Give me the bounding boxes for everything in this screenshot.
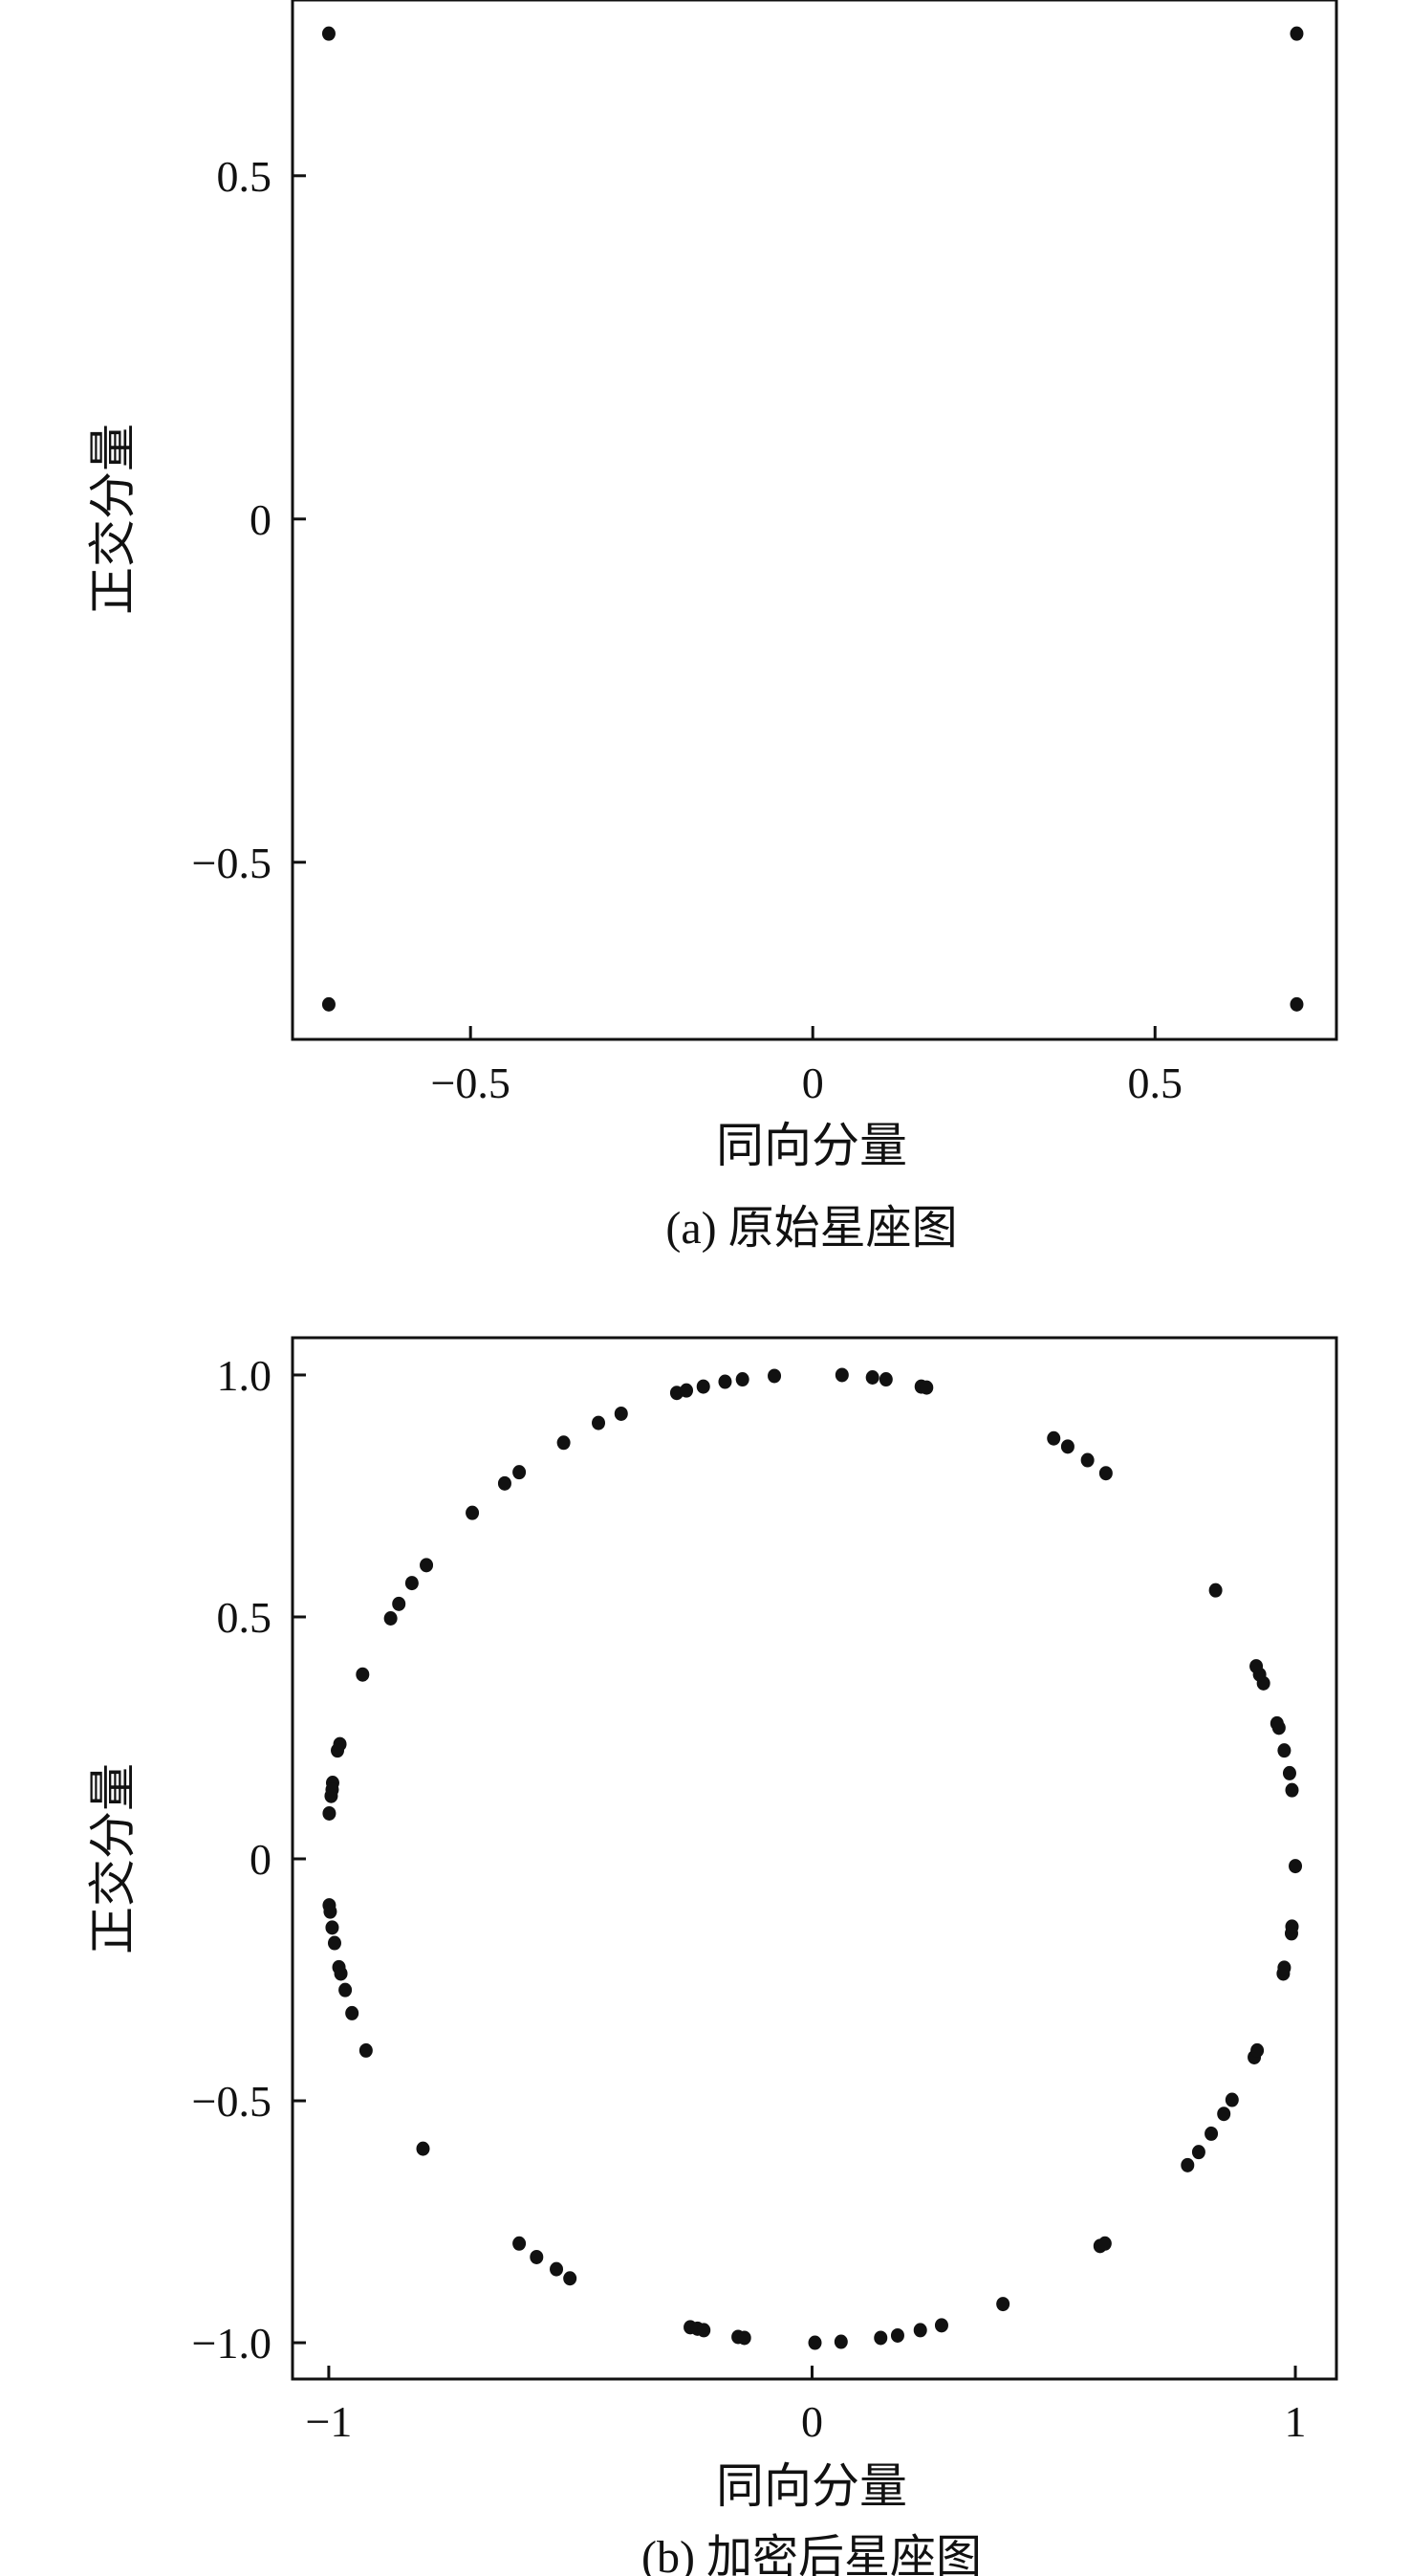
data-point	[834, 2334, 848, 2349]
x-axis-label: 同向分量	[716, 1119, 907, 1172]
data-point	[356, 1667, 370, 1682]
data-point	[697, 2323, 711, 2338]
x-axis-label: 同向分量	[716, 2459, 907, 2513]
data-point	[321, 26, 336, 41]
chart-caption: (b) 加密后星座图	[641, 2532, 982, 2576]
y-tick-label: 0.5	[217, 1593, 272, 1642]
x-tick-label: 1	[1285, 2397, 1307, 2446]
data-point	[325, 1920, 339, 1935]
data-point	[556, 1435, 571, 1451]
data-point	[1277, 1743, 1292, 1758]
data-point	[345, 2005, 359, 2020]
data-point	[1285, 1782, 1299, 1798]
data-point	[1290, 26, 1304, 41]
data-point	[768, 1368, 782, 1384]
data-point	[466, 1505, 480, 1520]
x-tick-label: 0.5	[1127, 1059, 1183, 1107]
data-point	[1285, 1919, 1299, 1934]
data-point	[874, 2330, 888, 2346]
y-tick-label: 0	[250, 1835, 271, 1884]
data-point	[1080, 1452, 1095, 1468]
data-point	[1098, 1466, 1113, 1481]
data-point	[680, 1383, 694, 1398]
plot-frame	[291, 1336, 1338, 2381]
data-point	[920, 1380, 934, 1395]
data-point	[404, 1576, 419, 1591]
data-point	[1097, 2236, 1112, 2251]
data-point	[512, 2236, 527, 2251]
y-tick-label: 0	[250, 495, 271, 544]
data-point	[835, 1367, 849, 1383]
data-point	[1282, 1765, 1296, 1780]
data-point	[735, 1372, 749, 1387]
y-tick-label: −1.0	[192, 2319, 271, 2368]
data-point	[614, 1406, 628, 1421]
plot-frame	[291, 0, 1338, 1041]
x-tick-label: −0.5	[430, 1059, 510, 1107]
y-axis-label: 正交分量	[86, 424, 140, 615]
data-point	[1277, 1960, 1292, 1976]
x-tick-label: −1	[305, 2397, 352, 2446]
data-point	[420, 1558, 434, 1573]
data-point	[808, 2335, 822, 2350]
data-point	[334, 1966, 348, 1981]
data-point	[913, 2323, 927, 2338]
data-point	[338, 1982, 353, 1997]
y-tick-label: 1.0	[217, 1351, 272, 1400]
data-point	[324, 1788, 338, 1803]
data-point	[592, 1415, 606, 1430]
data-point	[383, 1611, 398, 1626]
data-point	[1250, 2042, 1265, 2058]
data-point	[879, 1372, 893, 1387]
y-tick-label: −0.5	[192, 2077, 271, 2126]
data-point	[1191, 2145, 1205, 2160]
data-point	[890, 2327, 904, 2343]
data-point	[1270, 1715, 1284, 1731]
data-point	[358, 2042, 373, 2058]
y-tick-label: 0.5	[217, 152, 272, 201]
y-tick-label: −0.5	[192, 839, 271, 887]
data-point	[1290, 996, 1304, 1012]
data-point	[718, 1374, 732, 1389]
data-point	[696, 1379, 710, 1394]
data-point	[321, 996, 336, 1012]
y-axis-label: 正交分量	[86, 1763, 140, 1954]
data-point	[1047, 1430, 1061, 1446]
data-point	[331, 1743, 345, 1758]
data-point	[497, 1475, 511, 1491]
data-point	[530, 2249, 544, 2264]
data-point	[327, 1935, 341, 1951]
chart-caption: (a) 原始星座图	[665, 1203, 957, 1254]
x-tick-label: 0	[802, 1059, 824, 1107]
data-point	[996, 2297, 1010, 2312]
data-point	[322, 1805, 336, 1821]
data-point	[416, 2141, 430, 2156]
x-tick-label: 0	[801, 2397, 823, 2446]
data-point	[323, 1904, 337, 1919]
data-point	[1249, 1659, 1264, 1674]
data-point	[392, 1596, 406, 1611]
data-point	[1060, 1439, 1075, 1454]
data-point	[1217, 2107, 1231, 2122]
data-point	[865, 1369, 879, 1385]
data-point	[1208, 1583, 1223, 1598]
data-point	[512, 1465, 527, 1480]
data-point	[934, 2318, 948, 2333]
data-point	[550, 2261, 564, 2277]
chart-original-constellation: 正交分量 同向分量 (a) 原始星座图 −0.5 0 0.5 0.5 0 −0.5	[86, 0, 1338, 1254]
data-point	[1225, 2092, 1239, 2107]
data-point	[1181, 2157, 1195, 2172]
data-point	[1205, 2126, 1219, 2141]
data-point	[1289, 1859, 1303, 1874]
chart-encrypted-constellation: 正交分量 同向分量 (b) 加密后星座图 −1 0 1 1.0 0.5 0 −0.5 −1.0	[86, 1336, 1338, 2576]
data-point	[563, 2271, 577, 2286]
data-point	[737, 2330, 751, 2346]
